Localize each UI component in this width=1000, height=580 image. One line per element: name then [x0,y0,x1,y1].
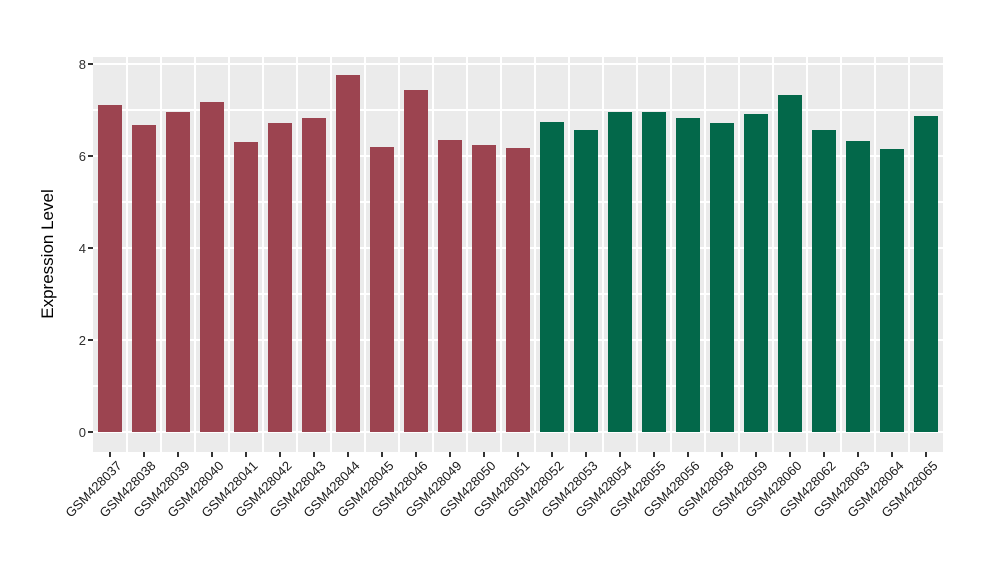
gridline-x [568,57,570,452]
y-tick-label: 0 [78,424,86,440]
gridline-y-major [93,63,943,65]
x-tick-mark [313,452,315,457]
bar-GSM428063 [846,141,870,432]
y-tick-label: 8 [78,56,86,72]
gridline-x [432,57,434,452]
y-tick-mark [88,431,93,433]
gridline-x [772,57,774,452]
x-tick-mark [891,452,893,457]
bar-GSM428065 [914,116,938,432]
gridline-x [500,57,502,452]
x-tick-mark [789,452,791,457]
x-tick-mark [245,452,247,457]
gridline-x [330,57,332,452]
x-tick-mark [415,452,417,457]
y-tick-mark [88,155,93,157]
bar-GSM428062 [812,130,836,432]
gridline-x [874,57,876,452]
gridline-x [704,57,706,452]
gridline-x [908,57,910,452]
x-tick-mark [619,452,621,457]
x-tick-mark [653,452,655,457]
gridline-x [364,57,366,452]
bar-GSM428039 [166,112,190,432]
x-tick-mark [211,452,213,457]
bar-GSM428042 [268,123,292,432]
gridline-x [194,57,196,452]
bar-GSM428038 [132,125,156,432]
gridline-y-minor [93,109,943,111]
bar-GSM428054 [608,112,632,432]
bar-GSM428055 [642,112,666,432]
bar-GSM428049 [438,140,462,432]
bar-GSM428053 [574,130,598,432]
x-tick-mark [925,452,927,457]
y-tick-label: 2 [78,332,86,348]
gridline-x [738,57,740,452]
x-tick-mark [857,452,859,457]
y-tick-mark [88,63,93,65]
plot-panel [93,57,943,452]
x-tick-mark [823,452,825,457]
gridline-x [228,57,230,452]
bar-GSM428058 [710,123,734,432]
y-tick-mark [88,247,93,249]
gridline-x [296,57,298,452]
gridline-x [398,57,400,452]
gridline-x [806,57,808,452]
x-tick-mark [687,452,689,457]
bar-GSM428041 [234,142,258,432]
bar-GSM428043 [302,118,326,432]
gridline-x [262,57,264,452]
bar-GSM428059 [744,114,768,432]
gridline-y-major [93,431,943,433]
bar-GSM428052 [540,122,564,432]
x-tick-mark [483,452,485,457]
x-tick-mark [449,452,451,457]
gridline-x [602,57,604,452]
bar-GSM428064 [880,149,904,432]
x-tick-mark [143,452,145,457]
x-tick-mark [517,452,519,457]
x-tick-mark [347,452,349,457]
gridline-x [840,57,842,452]
x-tick-mark [279,452,281,457]
bar-GSM428051 [506,148,530,432]
x-tick-mark [755,452,757,457]
gridline-x [160,57,162,452]
bar-GSM428056 [676,118,700,432]
bar-GSM428037 [98,105,122,432]
x-tick-mark [585,452,587,457]
gridline-x [670,57,672,452]
bar-GSM428044 [336,75,360,432]
x-tick-mark [721,452,723,457]
gridline-x [534,57,536,452]
y-tick-label: 4 [78,240,86,256]
gridline-x [466,57,468,452]
y-tick-mark [88,339,93,341]
gridline-x [126,57,128,452]
bar-GSM428045 [370,147,394,432]
x-tick-mark [109,452,111,457]
gridline-x [636,57,638,452]
bar-GSM428060 [778,95,802,432]
bar-GSM428040 [200,102,224,432]
x-tick-mark [177,452,179,457]
bar-GSM428050 [472,145,496,432]
x-tick-mark [381,452,383,457]
bar-GSM428046 [404,90,428,432]
y-tick-label: 6 [78,148,86,164]
x-tick-mark [551,452,553,457]
